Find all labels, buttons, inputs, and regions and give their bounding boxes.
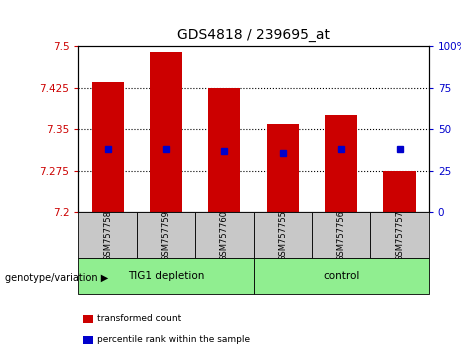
Text: GSM757756: GSM757756 — [337, 210, 346, 261]
Text: GSM757757: GSM757757 — [395, 210, 404, 261]
Text: transformed count: transformed count — [97, 314, 181, 323]
Text: GSM757760: GSM757760 — [220, 210, 229, 261]
Title: GDS4818 / 239695_at: GDS4818 / 239695_at — [177, 28, 330, 42]
Text: control: control — [323, 271, 359, 281]
Bar — [312, 212, 370, 258]
Bar — [384, 171, 416, 212]
Bar — [254, 258, 429, 294]
Text: GSM757759: GSM757759 — [161, 210, 171, 261]
Bar — [208, 88, 241, 212]
Text: GSM757758: GSM757758 — [103, 210, 112, 261]
Text: TIG1 depletion: TIG1 depletion — [128, 271, 204, 281]
Bar — [325, 115, 357, 212]
Bar — [78, 258, 254, 294]
Bar — [195, 212, 254, 258]
Bar — [254, 212, 312, 258]
Text: percentile rank within the sample: percentile rank within the sample — [97, 335, 250, 344]
Text: GSM757755: GSM757755 — [278, 210, 287, 261]
Text: genotype/variation ▶: genotype/variation ▶ — [5, 273, 108, 283]
Bar — [370, 212, 429, 258]
Bar — [137, 212, 195, 258]
Bar — [91, 82, 124, 212]
Bar — [150, 52, 182, 212]
Bar — [267, 124, 299, 212]
Bar — [78, 212, 137, 258]
